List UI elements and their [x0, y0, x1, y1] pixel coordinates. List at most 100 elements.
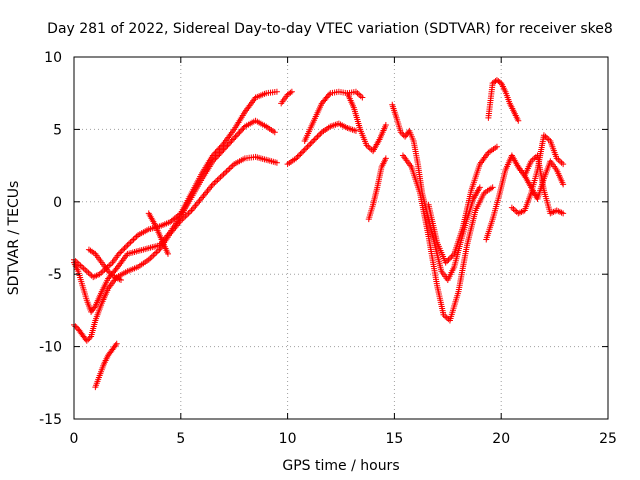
data-point: [448, 253, 455, 260]
data-point: [493, 143, 500, 150]
series-track-o: [485, 77, 522, 124]
data-point: [212, 149, 219, 156]
data-point: [229, 136, 236, 143]
data-point: [295, 152, 302, 159]
data-point: [117, 276, 124, 283]
data-point: [211, 151, 218, 158]
data-point: [212, 155, 219, 162]
data-point: [287, 89, 294, 96]
data-point: [212, 178, 219, 185]
data-point: [227, 139, 234, 146]
data-point: [128, 237, 135, 244]
data-point: [226, 165, 233, 172]
data-point: [115, 250, 122, 257]
series-track-c: [71, 88, 280, 281]
data-point: [213, 148, 220, 155]
data-point: [326, 91, 333, 98]
data-point: [231, 135, 238, 142]
series-track-r: [515, 152, 567, 217]
data-point: [219, 142, 226, 149]
data-point: [273, 159, 280, 166]
data-point: [220, 146, 227, 153]
data-point: [303, 145, 310, 152]
data-point: [72, 323, 79, 330]
data-point: [308, 139, 315, 146]
data-point: [232, 133, 239, 140]
data-point: [216, 145, 223, 152]
data-point: [112, 266, 119, 273]
data-point: [125, 240, 132, 247]
data-point: [209, 152, 216, 159]
x-tick-label: 20: [492, 431, 510, 447]
data-point: [293, 155, 300, 162]
data-point: [118, 248, 125, 255]
data-point: [213, 153, 220, 160]
data-point: [223, 168, 230, 175]
data-point: [148, 253, 155, 260]
data-point: [225, 140, 232, 147]
data-point: [294, 153, 301, 160]
y-tick-label: -10: [39, 340, 62, 356]
data-point: [91, 304, 98, 311]
data-point: [228, 164, 235, 171]
data-point: [219, 148, 226, 155]
y-tick-label: 10: [44, 50, 62, 66]
data-point: [217, 149, 224, 156]
data-point: [476, 184, 483, 191]
data-point: [130, 236, 137, 243]
data-point: [298, 149, 305, 156]
data-point: [489, 184, 496, 191]
series-track-h: [284, 120, 359, 168]
data-point: [185, 210, 192, 217]
plot-border: [73, 56, 609, 420]
data-point: [359, 94, 366, 101]
series-track-d: [92, 340, 120, 391]
data-point: [147, 255, 154, 262]
data-point: [273, 88, 280, 95]
data-point: [222, 169, 229, 176]
data-point: [449, 252, 456, 259]
data-point: [311, 136, 318, 143]
data-point: [211, 179, 218, 186]
data-point: [218, 172, 225, 179]
data-point: [217, 174, 224, 181]
grid-lines: [74, 57, 608, 419]
data-point: [215, 152, 222, 159]
data-point: [515, 117, 522, 124]
series-track-g: [278, 88, 295, 107]
series-track-e: [85, 246, 124, 283]
series-track-k: [365, 155, 389, 223]
series-track-a: [71, 153, 280, 344]
data-markers: [71, 77, 567, 391]
data-point: [317, 130, 324, 137]
data-point: [223, 143, 230, 150]
y-tick-label: -5: [48, 267, 62, 283]
series-track-p: [483, 152, 567, 243]
data-point: [228, 137, 235, 144]
series-track-j: [344, 90, 389, 155]
data-point: [164, 250, 171, 257]
series-track-f: [145, 210, 171, 257]
data-point: [132, 235, 139, 241]
data-point: [224, 142, 231, 149]
data-point: [122, 243, 129, 250]
data-point: [233, 132, 240, 139]
x-axis-label: GPS time / hours: [282, 458, 399, 474]
data-point: [240, 124, 247, 131]
data-point: [382, 155, 389, 162]
data-point: [124, 242, 131, 249]
data-point: [445, 256, 452, 263]
data-point: [301, 146, 308, 153]
data-point: [113, 340, 120, 347]
series-track-m: [399, 152, 496, 324]
y-tick-label: 5: [53, 122, 62, 138]
data-point: [153, 249, 160, 256]
data-point: [127, 239, 134, 246]
data-point: [560, 181, 567, 188]
data-point: [304, 143, 311, 150]
x-tick-label: 5: [176, 431, 185, 447]
data-point: [237, 127, 244, 134]
y-tick-label: -15: [39, 412, 62, 428]
axis-ticks: 0 5 10 15 20 25 -15 -10 -5 0 5 10: [39, 50, 617, 447]
